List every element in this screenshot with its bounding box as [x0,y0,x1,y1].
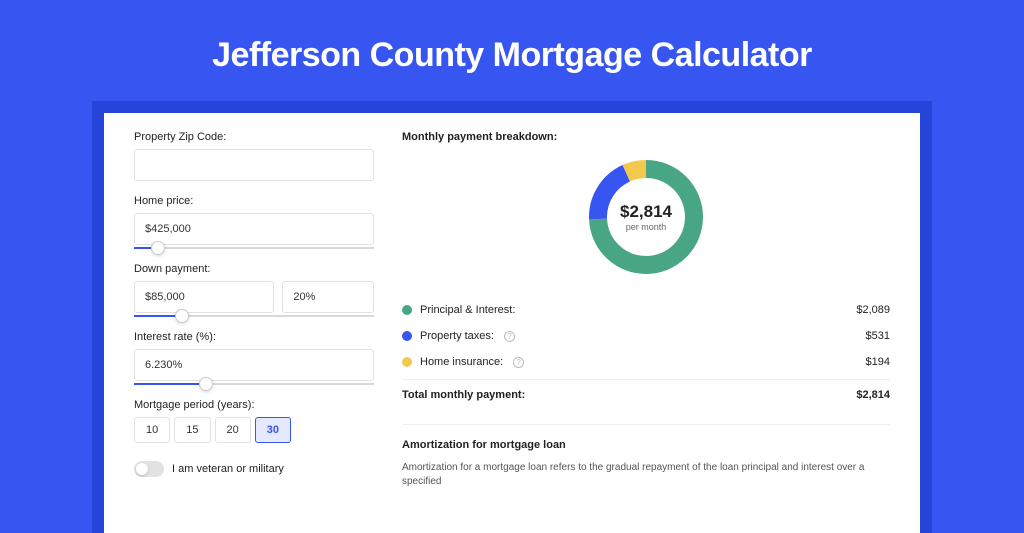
home-price-slider-thumb[interactable] [151,241,165,255]
total-row: Total monthly payment: $2,814 [402,379,890,410]
down-payment-field: Down payment: [134,263,374,317]
interest-rate-input[interactable] [134,349,374,381]
breakdown-column: Monthly payment breakdown: $2,814 per mo… [402,131,890,515]
legend-row-0: Principal & Interest: $2,089 [402,297,890,323]
down-payment-slider[interactable] [134,315,374,317]
period-button-15[interactable]: 15 [174,417,210,443]
legend-row-2: Home insurance:? $194 [402,349,890,375]
down-payment-amount-input[interactable] [134,281,274,313]
donut-amount: $2,814 [620,202,672,222]
donut-chart: $2,814 per month [584,155,708,279]
zip-input[interactable] [134,149,374,181]
legend-row-1: Property taxes:? $531 [402,323,890,349]
donut-center: $2,814 per month [584,155,708,279]
down-payment-percent-input[interactable] [282,281,374,313]
legend-label-0: Principal & Interest: [420,304,515,316]
legend-list: Principal & Interest: $2,089 Property taxe… [402,297,890,375]
interest-rate-slider[interactable] [134,383,374,385]
page-title: Jefferson County Mortgage Calculator [0,0,1024,101]
info-icon[interactable]: ? [504,331,515,342]
legend-dot-2 [402,357,412,367]
legend-dot-0 [402,305,412,315]
home-price-label: Home price: [134,195,374,207]
info-icon[interactable]: ? [513,357,524,368]
total-label: Total monthly payment: [402,389,525,401]
interest-rate-field: Interest rate (%): [134,331,374,385]
legend-value-0: $2,089 [856,304,890,316]
donut-sub: per month [626,222,667,232]
amortization-section: Amortization for mortgage loan Amortizat… [402,424,890,489]
home-price-input[interactable] [134,213,374,245]
veteran-row: I am veteran or military [134,461,374,477]
amortization-title: Amortization for mortgage loan [402,439,890,451]
card-wrapper: Property Zip Code: Home price: Down paym… [92,101,932,533]
legend-dot-1 [402,331,412,341]
zip-label: Property Zip Code: [134,131,374,143]
breakdown-title: Monthly payment breakdown: [402,131,890,143]
down-payment-label: Down payment: [134,263,374,275]
down-payment-slider-thumb[interactable] [175,309,189,323]
home-price-slider[interactable] [134,247,374,249]
interest-rate-slider-fill [134,383,206,385]
legend-label-2: Home insurance: [420,356,503,368]
calculator-card: Property Zip Code: Home price: Down paym… [104,113,920,533]
amortization-text: Amortization for a mortgage loan refers … [402,461,890,489]
period-button-30[interactable]: 30 [255,417,291,443]
total-value: $2,814 [856,389,890,401]
veteran-toggle-knob [136,463,148,475]
period-button-10[interactable]: 10 [134,417,170,443]
veteran-toggle[interactable] [134,461,164,477]
donut-wrapper: $2,814 per month [402,155,890,279]
legend-value-1: $531 [866,330,890,342]
legend-label-1: Property taxes: [420,330,494,342]
legend-value-2: $194 [866,356,890,368]
period-button-20[interactable]: 20 [215,417,251,443]
veteran-label: I am veteran or military [172,463,284,475]
period-label: Mortgage period (years): [134,399,374,411]
home-price-field: Home price: [134,195,374,249]
interest-rate-slider-thumb[interactable] [199,377,213,391]
form-column: Property Zip Code: Home price: Down paym… [134,131,374,515]
zip-field: Property Zip Code: [134,131,374,181]
interest-rate-label: Interest rate (%): [134,331,374,343]
period-button-group: 10152030 [134,417,374,443]
period-field: Mortgage period (years): 10152030 [134,399,374,443]
